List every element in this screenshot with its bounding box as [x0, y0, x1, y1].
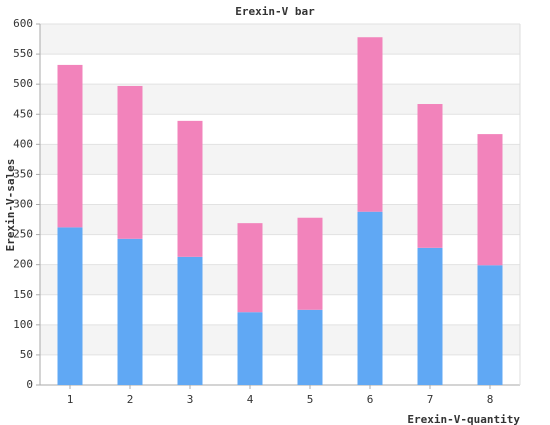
y-tick-label: 500	[13, 77, 33, 90]
y-tick-label: 200	[13, 258, 33, 271]
grid-band	[40, 324, 520, 355]
x-tick-label: 4	[247, 393, 254, 406]
bar-segment	[237, 223, 263, 313]
x-tick-label: 8	[487, 393, 494, 406]
x-tick-label: 5	[307, 393, 314, 406]
y-tick-label: 250	[13, 228, 33, 241]
bar-segment	[177, 120, 203, 257]
x-axis-label: Erexin-V-quantity	[407, 413, 520, 425]
bar-segment	[57, 64, 83, 228]
y-tick-label: 0	[26, 378, 33, 391]
y-tick-label: 450	[13, 107, 33, 120]
y-tick-label: 150	[13, 288, 33, 301]
bar-segment	[297, 309, 323, 385]
grid-band	[40, 84, 520, 115]
x-tick-label: 1	[67, 393, 74, 406]
bar-segment	[117, 238, 143, 385]
bar-segment	[57, 227, 83, 385]
bar-segment	[237, 312, 263, 385]
bar-segment	[357, 211, 383, 385]
bar-segment	[177, 256, 203, 385]
grid-band	[40, 144, 520, 175]
y-tick-label: 100	[13, 318, 33, 331]
bar-segment	[357, 37, 383, 212]
grid-band	[40, 264, 520, 295]
chart-title: Erexin-V bar	[235, 5, 315, 18]
y-tick-label: 300	[13, 198, 33, 211]
bar-segment	[297, 217, 323, 310]
grid-band	[40, 204, 520, 235]
x-tick-label: 3	[187, 393, 194, 406]
y-tick-label: 50	[20, 348, 33, 361]
grid-band	[40, 24, 520, 55]
x-tick-label: 7	[427, 393, 434, 406]
bar-segment	[417, 104, 443, 248]
y-axis-label: Erexin-V-sales	[4, 159, 17, 252]
y-tick-label: 600	[13, 17, 33, 30]
bar-segment	[417, 247, 443, 385]
bar-segment	[477, 134, 503, 266]
y-tick-label: 400	[13, 137, 33, 150]
x-tick-label: 2	[127, 393, 134, 406]
bar-segment	[477, 265, 503, 385]
y-tick-label: 550	[13, 47, 33, 60]
x-tick-label: 6	[367, 393, 374, 406]
bar-segment	[117, 85, 143, 239]
y-tick-label: 350	[13, 167, 33, 180]
